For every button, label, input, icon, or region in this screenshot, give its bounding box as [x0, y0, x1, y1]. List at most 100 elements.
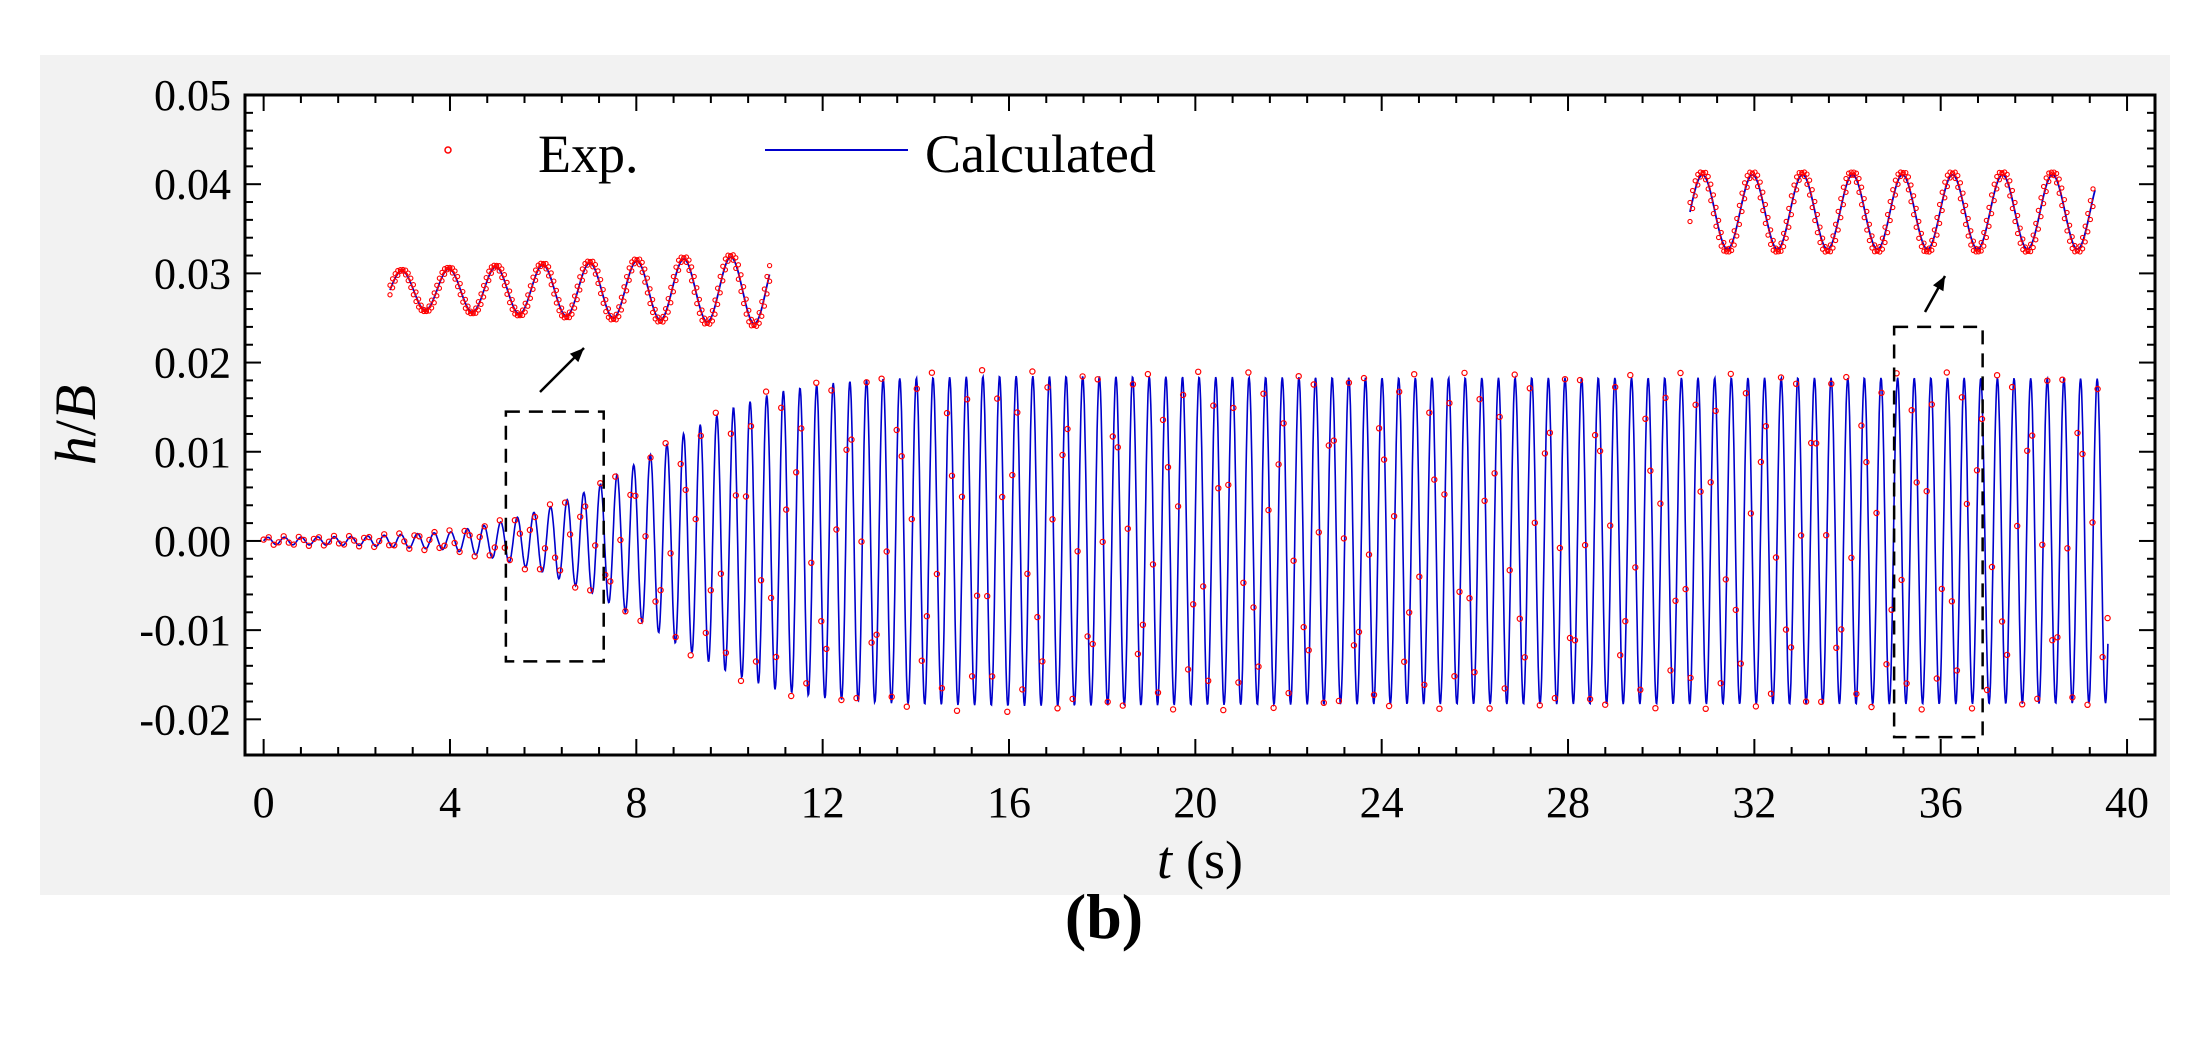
inset-left-exp-point	[709, 318, 716, 324]
exp-point	[1305, 647, 1312, 654]
inset-right-exp-point	[1996, 177, 2003, 183]
exp-point	[1782, 626, 1790, 633]
exp-point	[612, 473, 619, 480]
inset-right-exp-point	[1991, 181, 1997, 187]
inset-left-exp-point	[553, 287, 560, 294]
inset-right-exp-point	[1978, 239, 1984, 246]
inset-left-exp-point	[431, 300, 437, 306]
exp-point	[2039, 541, 2046, 549]
inset-left-exp-point	[649, 296, 656, 303]
inset-right-exp-point	[2009, 187, 2016, 194]
inset-left-exp-point	[665, 295, 671, 302]
exp-point	[471, 553, 478, 560]
inset-left-exp-point	[548, 281, 554, 288]
exp-point	[1421, 681, 1428, 689]
inset-left-exp-point	[668, 284, 674, 291]
exp-point	[2018, 701, 2026, 708]
inset-left-exp-point	[621, 284, 627, 290]
inset-left-exp-point	[530, 274, 536, 280]
inset-left-exp-point	[670, 273, 677, 280]
inset-left-exp-point	[504, 291, 510, 297]
exp-point	[561, 499, 569, 506]
y-tick-label: 0.05	[154, 71, 231, 120]
exp-point	[1184, 666, 1192, 673]
exp-point	[1953, 667, 1961, 674]
inset-left-exp-point	[556, 297, 562, 303]
inset-right-exp-point	[1806, 192, 1813, 198]
inset-left-exp-point	[470, 309, 476, 315]
inset-right-exp-point	[1819, 235, 1826, 241]
inset-right-exp-point	[1858, 184, 1865, 190]
inset-left-exp-point	[753, 323, 760, 329]
inset-right-exp-point	[1991, 197, 1997, 204]
exp-point	[662, 440, 669, 447]
inset-right-exp-point	[1788, 211, 1795, 218]
inset-right-exp-point	[1843, 189, 1849, 195]
inset-right-exp-point	[1866, 221, 1873, 227]
inset-left-exp-point	[634, 257, 640, 263]
exp-point	[2094, 385, 2101, 393]
exp-point	[1044, 384, 1051, 391]
exp-point	[1647, 467, 1654, 474]
inset-right-exp-point	[1908, 182, 1914, 188]
inset-left-exp-point	[730, 252, 736, 258]
exp-point	[818, 618, 825, 625]
exp-point	[516, 530, 524, 537]
inset-right-exp-point	[1767, 227, 1774, 233]
exp-point	[1496, 413, 1503, 421]
inset-right-exp-point	[1983, 234, 1990, 241]
axis-ticks: 0 4 8 12 16 20 24 28 32 36 40 -0.02 -0.01 0.00 0.01 0.0…	[139, 71, 2155, 827]
exp-point	[647, 454, 654, 461]
inset-right-exp-point	[1936, 201, 1943, 208]
inset-left-exp-point	[496, 263, 502, 269]
x-axis-variable: t	[1157, 830, 1174, 890]
inset-right-exp-point	[2085, 229, 2091, 235]
inset-left-exp-point	[478, 291, 484, 297]
exp-point	[712, 409, 720, 416]
exp-point	[697, 432, 705, 439]
exp-point	[1144, 370, 1152, 378]
exp-point	[1154, 689, 1162, 696]
inset-right-exp-point	[1900, 171, 1906, 177]
exp-point	[1697, 488, 1704, 495]
exp-point	[416, 533, 423, 540]
inset-left-exp-point	[600, 300, 606, 306]
y-tick-label: 0.03	[154, 249, 231, 298]
x-tick-label: 4	[439, 778, 461, 827]
exp-point	[320, 542, 328, 549]
exp-point	[1767, 690, 1775, 697]
zoom-boxes	[504, 325, 1984, 739]
exp-point	[778, 404, 785, 411]
exp-point	[1481, 497, 1488, 504]
exp-point	[1019, 686, 1026, 693]
exp-point	[315, 534, 323, 541]
inset-left-exp-point	[735, 262, 742, 268]
inset-right-exp-point	[1689, 187, 1696, 194]
inset-right-exp-point	[1715, 234, 1722, 241]
inset-left-exp-point	[665, 309, 671, 315]
exp-point	[1802, 698, 1810, 705]
exp-point	[541, 545, 549, 552]
inset-left-exp-point	[764, 291, 770, 297]
inset-right-exp-point	[1929, 247, 1935, 253]
inset-right-exp-point	[1687, 199, 1693, 206]
exp-point	[381, 531, 388, 538]
inset-right-exp-point	[2079, 246, 2086, 252]
y-tick-label: 0.02	[154, 339, 231, 388]
inset-left-exp-point	[626, 265, 632, 271]
inset-left-exp-point	[579, 277, 586, 283]
inset-left-exp-point	[540, 261, 547, 268]
exp-point	[948, 472, 956, 479]
inset-left-exp-point	[748, 323, 755, 329]
exp-point	[1551, 694, 1559, 702]
exp-point	[1370, 691, 1378, 699]
inset-left-exp-point	[631, 256, 638, 262]
inset-left-exp-point	[727, 252, 734, 259]
exp-point	[1858, 422, 1865, 429]
inset-right-exp-point	[2012, 199, 2018, 206]
exp-point	[858, 538, 865, 545]
inset-right-exp-point	[2033, 220, 2039, 227]
inset-left-exp-point	[410, 292, 417, 298]
inset-right-exp-point	[1752, 169, 1758, 175]
exp-point	[355, 543, 363, 550]
